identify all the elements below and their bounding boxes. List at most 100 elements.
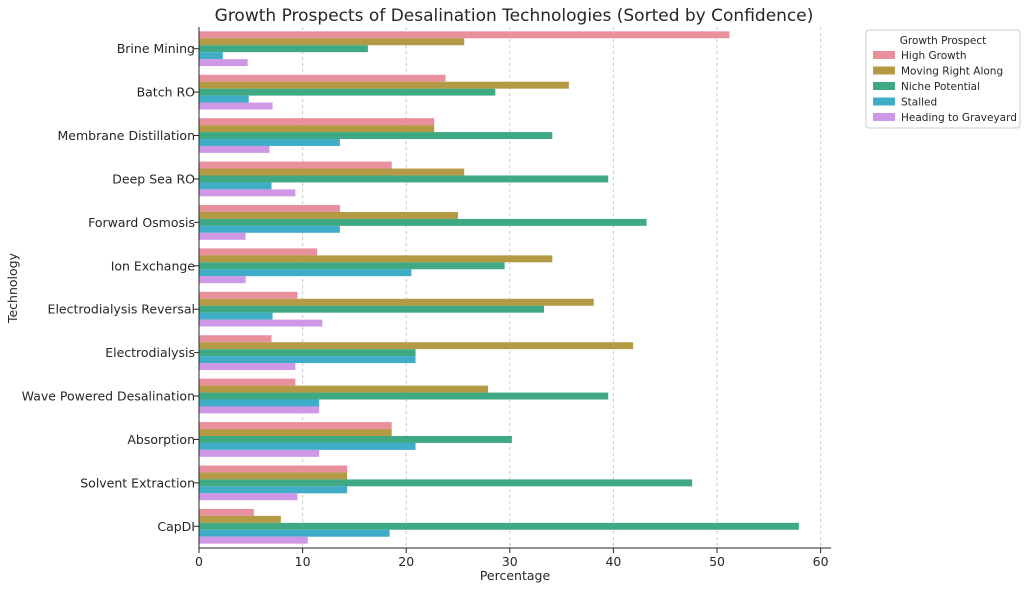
category-label: CapDI [157,519,195,534]
x-tick-label: 40 [605,554,621,569]
bar [199,88,496,96]
x-tick-labels: 0 10 20 30 40 50 60 [195,548,829,569]
bar [199,356,416,364]
bar [199,205,340,212]
bar [199,125,435,133]
x-axis-label: Percentage [480,568,551,583]
category-label: Wave Powered Desalination [22,389,195,404]
y-tick-labels: Brine Mining Batch RO Membrane Distillatio… [22,41,199,534]
bar [199,232,246,240]
legend-label: Stalled [901,97,937,109]
bar [199,305,545,313]
x-tick-label: 0 [195,554,203,569]
bar [199,182,272,190]
category-label: Solvent Extraction [80,475,195,490]
legend-label: High Growth [901,50,966,62]
bar [199,168,465,176]
bar [199,536,308,544]
legend-label: Heading to Graveyard [901,112,1017,124]
category-label: Electrodialysis Reversal [48,302,195,317]
axes [198,27,831,549]
bar [199,59,248,67]
bar [199,248,318,256]
bar [199,399,320,407]
chart-title: Growth Prospects of Desalination Technol… [215,6,814,26]
bar [199,74,446,82]
bar [199,335,272,343]
grid-lines [302,27,822,548]
bar [199,291,298,299]
bar [199,102,273,110]
bar [199,118,435,126]
legend-label: Moving Right Along [901,66,1003,78]
bar [199,262,505,270]
bar [199,38,465,46]
bar [199,349,416,357]
x-tick-label: 10 [295,554,311,569]
bar [199,312,273,320]
category-label: Membrane Distillation [57,128,195,143]
bar [199,45,368,53]
bar [199,435,512,443]
bar [199,378,296,386]
bar [199,515,281,523]
category-label: Brine Mining [117,41,195,56]
bar [199,276,246,284]
legend: Growth Prospect High Growth Moving Right … [865,29,1021,129]
bar [199,225,340,233]
legend-swatch [873,97,895,106]
bar [199,255,553,263]
bar [199,139,340,146]
category-label: Forward Osmosis [88,215,195,230]
legend-label: Niche Potential [901,81,980,93]
bar [199,449,320,457]
bar [199,465,348,473]
bar [199,145,270,153]
bar [199,479,693,487]
category-label: Absorption [127,432,195,447]
bar [199,385,489,393]
bar [199,472,348,480]
bars-group [199,31,799,544]
x-tick-label: 50 [709,554,725,569]
bar [199,442,416,450]
bar [199,218,647,226]
category-label: Electrodialysis [105,345,195,360]
bar [199,529,390,537]
bar [199,522,799,530]
category-label: Deep Sea RO [112,171,195,186]
bar [199,486,348,494]
x-tick-label: 60 [813,554,829,569]
legend-swatch [873,51,895,59]
bar [199,342,634,350]
bar [199,298,594,306]
x-tick-label: 20 [398,554,414,569]
legend-frame [865,29,1021,129]
bar [199,211,459,219]
category-label: Batch RO [137,85,196,100]
bar [199,493,298,501]
bar [199,175,609,183]
category-label: Ion Exchange [111,258,196,273]
bar [199,52,223,60]
bar [199,406,320,414]
bar [199,363,296,370]
bar [199,95,249,103]
bar [199,429,392,436]
bar [199,81,569,89]
bar [199,269,412,277]
legend-title: Growth Prospect [900,35,987,47]
legend-swatch [873,66,895,75]
legend-swatch [873,82,895,90]
x-tick-label: 30 [502,554,518,569]
bar [199,132,553,140]
y-axis-label: Technology [5,252,20,324]
bar [199,392,609,400]
bar [199,161,392,169]
bar [199,189,296,197]
bar [199,319,323,327]
bar [199,31,730,39]
legend-swatch [873,113,895,121]
bar [199,422,392,430]
